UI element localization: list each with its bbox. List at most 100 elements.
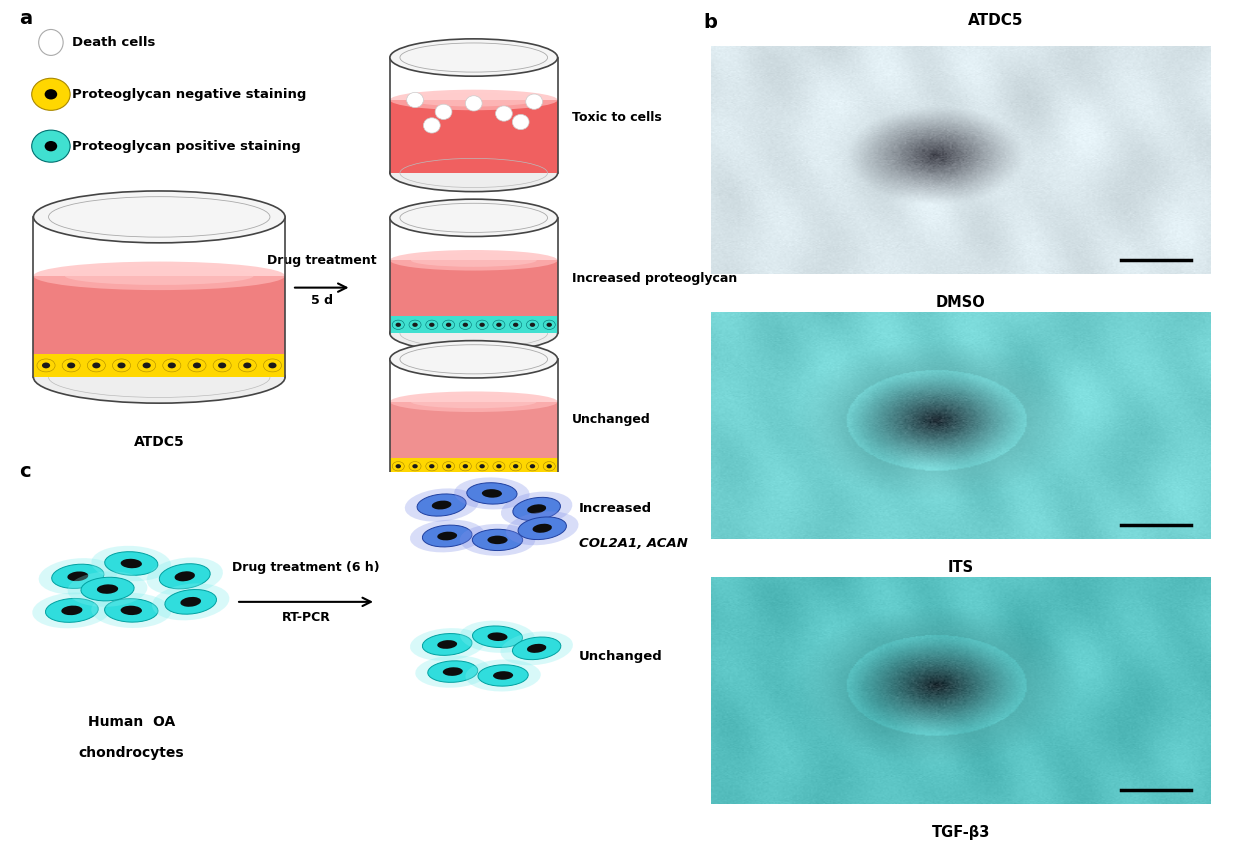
Ellipse shape	[409, 461, 421, 471]
Text: Unchanged: Unchanged	[579, 649, 663, 663]
Text: Human  OA: Human OA	[87, 715, 175, 729]
Ellipse shape	[461, 621, 535, 653]
Ellipse shape	[67, 572, 89, 581]
Ellipse shape	[152, 584, 230, 621]
Text: Increased: Increased	[579, 503, 651, 515]
Ellipse shape	[443, 461, 454, 471]
Ellipse shape	[238, 359, 256, 372]
Ellipse shape	[454, 477, 529, 509]
Ellipse shape	[181, 597, 201, 607]
Ellipse shape	[459, 320, 472, 329]
Ellipse shape	[121, 559, 142, 568]
Ellipse shape	[543, 461, 555, 471]
Ellipse shape	[175, 571, 195, 581]
Ellipse shape	[411, 628, 484, 661]
Ellipse shape	[404, 488, 478, 522]
Ellipse shape	[263, 359, 282, 372]
Ellipse shape	[112, 359, 131, 372]
Ellipse shape	[105, 552, 157, 575]
Text: b: b	[704, 13, 718, 32]
Ellipse shape	[188, 359, 206, 372]
Ellipse shape	[429, 322, 434, 327]
Ellipse shape	[475, 320, 488, 329]
Ellipse shape	[396, 322, 401, 327]
Ellipse shape	[411, 395, 537, 408]
Ellipse shape	[479, 464, 484, 468]
Ellipse shape	[463, 322, 468, 327]
Ellipse shape	[146, 557, 223, 595]
Text: Death cells: Death cells	[72, 36, 155, 49]
Ellipse shape	[543, 320, 555, 329]
Ellipse shape	[479, 322, 484, 327]
Text: ITS: ITS	[948, 560, 973, 575]
Ellipse shape	[411, 253, 537, 267]
Ellipse shape	[67, 572, 147, 607]
Ellipse shape	[92, 363, 100, 368]
Text: Proteoglycan positive staining: Proteoglycan positive staining	[72, 140, 301, 152]
Text: a: a	[20, 9, 32, 29]
Ellipse shape	[389, 90, 558, 110]
Ellipse shape	[31, 78, 70, 110]
FancyBboxPatch shape	[34, 276, 285, 377]
FancyBboxPatch shape	[389, 402, 558, 475]
Ellipse shape	[45, 141, 57, 152]
Ellipse shape	[533, 524, 552, 533]
Ellipse shape	[81, 578, 134, 601]
Ellipse shape	[417, 494, 467, 516]
Ellipse shape	[167, 363, 176, 368]
Ellipse shape	[396, 464, 401, 468]
Ellipse shape	[392, 320, 404, 329]
Ellipse shape	[426, 461, 438, 471]
Ellipse shape	[459, 524, 535, 556]
Text: ATDC5: ATDC5	[134, 434, 185, 449]
FancyBboxPatch shape	[389, 317, 558, 333]
Ellipse shape	[513, 464, 518, 468]
Ellipse shape	[407, 93, 423, 108]
Text: Proteoglycan negative staining: Proteoglycan negative staining	[72, 88, 306, 101]
Ellipse shape	[529, 464, 535, 468]
Ellipse shape	[218, 363, 226, 368]
Ellipse shape	[32, 593, 111, 628]
Ellipse shape	[37, 359, 55, 372]
Ellipse shape	[411, 93, 537, 106]
Ellipse shape	[42, 363, 50, 368]
Ellipse shape	[500, 632, 573, 665]
Ellipse shape	[45, 89, 57, 99]
FancyBboxPatch shape	[389, 260, 558, 333]
Ellipse shape	[165, 589, 216, 614]
Ellipse shape	[389, 341, 558, 378]
Ellipse shape	[389, 315, 558, 352]
Ellipse shape	[389, 456, 558, 493]
Ellipse shape	[389, 250, 558, 270]
Text: Drug treatment (6 h): Drug treatment (6 h)	[232, 561, 379, 574]
Ellipse shape	[34, 191, 285, 242]
Ellipse shape	[478, 665, 528, 686]
Ellipse shape	[459, 461, 472, 471]
Ellipse shape	[45, 599, 99, 622]
Ellipse shape	[392, 461, 404, 471]
Ellipse shape	[497, 464, 502, 468]
Ellipse shape	[67, 363, 75, 368]
Ellipse shape	[488, 632, 508, 641]
FancyBboxPatch shape	[389, 100, 558, 173]
Ellipse shape	[62, 359, 80, 372]
Ellipse shape	[493, 671, 513, 679]
Ellipse shape	[475, 461, 488, 471]
Text: ATDC5: ATDC5	[967, 13, 1023, 28]
Ellipse shape	[518, 517, 567, 540]
FancyBboxPatch shape	[34, 354, 285, 377]
Ellipse shape	[422, 525, 472, 547]
FancyBboxPatch shape	[389, 458, 558, 475]
Ellipse shape	[97, 584, 119, 594]
Ellipse shape	[509, 461, 522, 471]
Ellipse shape	[389, 39, 558, 76]
Ellipse shape	[437, 640, 457, 649]
Text: RT-PCR: RT-PCR	[282, 611, 331, 624]
Ellipse shape	[117, 363, 126, 368]
Ellipse shape	[416, 655, 490, 688]
Ellipse shape	[495, 106, 513, 121]
Ellipse shape	[428, 661, 478, 682]
Ellipse shape	[446, 464, 452, 468]
Ellipse shape	[513, 498, 560, 520]
Ellipse shape	[389, 392, 558, 412]
